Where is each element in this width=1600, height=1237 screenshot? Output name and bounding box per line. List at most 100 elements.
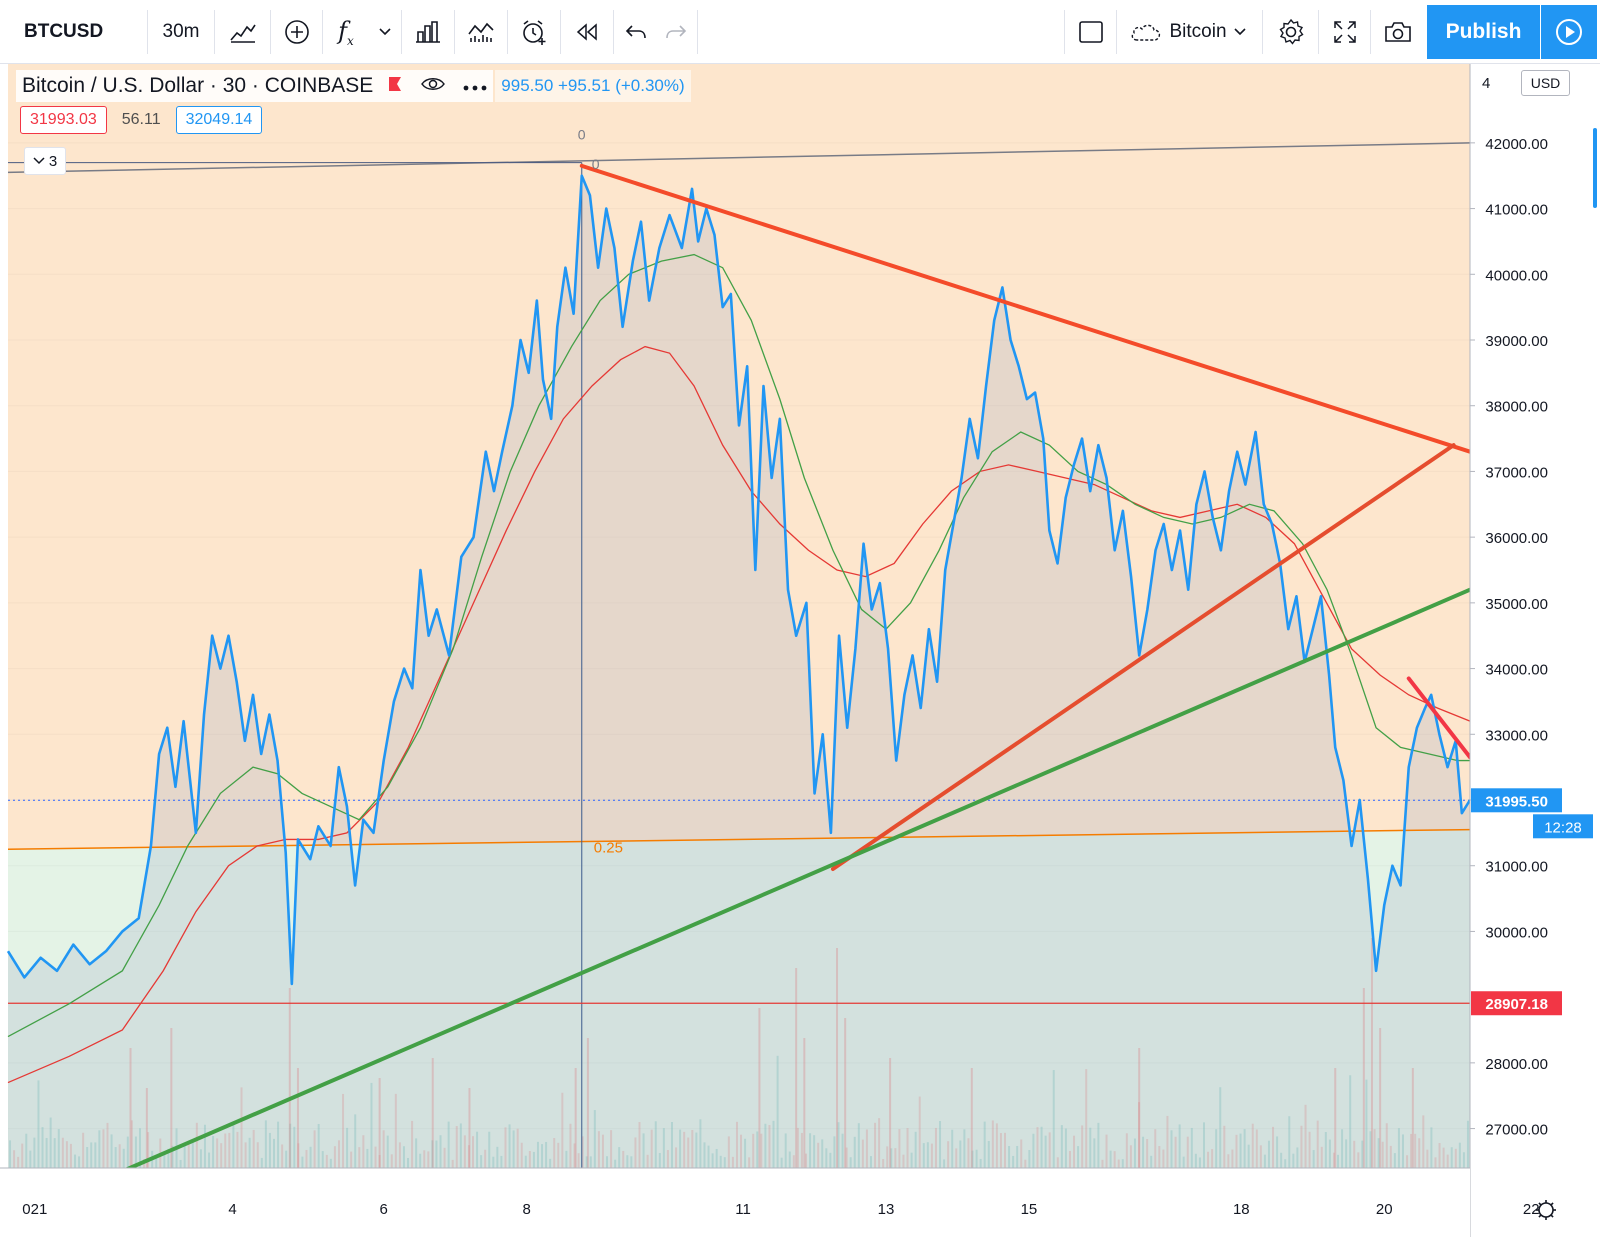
volume-bar (841, 1133, 844, 1168)
chevron-down-icon (379, 28, 391, 36)
volume-bar (1454, 1148, 1457, 1168)
volume-bar (983, 1121, 986, 1168)
chevron-down-icon (1233, 28, 1246, 36)
currency-button[interactable]: USD (1521, 70, 1570, 96)
volume-bar (1308, 1131, 1311, 1168)
time-scale-bg (0, 1168, 1470, 1237)
volume-bar (29, 1150, 32, 1168)
volume-bar (975, 1149, 978, 1168)
volume-bar (752, 1133, 755, 1168)
volume-bar (1422, 1115, 1425, 1168)
settings-button[interactable] (1264, 0, 1318, 64)
y-tick-label: 37000.00 (1485, 464, 1548, 481)
volume-bar (199, 1149, 202, 1168)
strategy-chart-icon (468, 22, 494, 42)
flag-icon[interactable] (387, 74, 403, 98)
fib-label-0: 0 (578, 127, 586, 143)
financials-button[interactable] (403, 0, 453, 64)
volume-bar (1401, 1134, 1404, 1168)
strategy-button[interactable] (456, 0, 506, 64)
volume-bar (1182, 1156, 1185, 1168)
volume-bar (484, 1149, 487, 1168)
volume-bar (220, 1143, 223, 1168)
fullscreen-button[interactable] (1320, 0, 1370, 64)
legend-collapse-button[interactable]: 3 (24, 147, 66, 175)
indicator-values: 31993.03 56.11 32049.14 (20, 106, 263, 134)
play-button[interactable] (1541, 5, 1597, 59)
volume-bar (33, 1137, 36, 1168)
volume-bar (1170, 1130, 1173, 1168)
price-chart[interactable]: 000.2542000.0041000.0040000.0039000.0038… (0, 64, 1600, 1237)
volume-bar (809, 1133, 812, 1168)
volume-bar (296, 1068, 299, 1168)
eye-icon[interactable] (421, 74, 446, 98)
redo-icon (666, 25, 687, 39)
replay-button[interactable] (562, 0, 612, 64)
indicators-dropdown-button[interactable] (370, 0, 400, 64)
volume-bar (1280, 1152, 1283, 1168)
volume-bar (1190, 1127, 1193, 1168)
more-icon[interactable] (463, 74, 487, 98)
volume-bar (943, 1159, 946, 1168)
chart-style-button[interactable] (216, 0, 270, 64)
toolbar-separator (214, 10, 215, 54)
volume-bar (1146, 1139, 1149, 1168)
volume-bar (260, 1157, 263, 1168)
volume-bar (573, 1143, 576, 1168)
volume-bar (187, 1143, 190, 1168)
volume-bar (1334, 1068, 1337, 1168)
volume-bar (1133, 1138, 1136, 1168)
alarm-clock-icon (523, 20, 546, 45)
undo-button[interactable] (616, 0, 656, 64)
volume-bar (78, 1156, 81, 1168)
interval-button[interactable]: 30m (148, 0, 214, 64)
volume-bar (1377, 1138, 1380, 1168)
volume-bar (1381, 1141, 1384, 1168)
volume-bar (528, 1151, 531, 1168)
indicators-button[interactable]: fx (324, 0, 368, 64)
publish-button[interactable]: Publish (1427, 5, 1540, 59)
volume-bar (1332, 1152, 1335, 1168)
volume-bar (468, 1088, 471, 1168)
volume-bar (817, 1142, 820, 1168)
volume-bar (788, 1151, 791, 1168)
compare-button[interactable] (272, 0, 322, 64)
volume-bar (1462, 1152, 1465, 1168)
volume-bar (1410, 1133, 1413, 1168)
volume-bar (987, 1140, 990, 1168)
volume-bar (366, 1148, 369, 1168)
volume-bar (208, 1152, 211, 1168)
volume-bar (853, 1136, 856, 1168)
volume-bar (610, 1130, 613, 1168)
volume-bar (792, 1155, 795, 1168)
volume-bar (1227, 1154, 1230, 1168)
snapshot-button[interactable] (1372, 0, 1424, 64)
volume-bar (431, 1140, 434, 1168)
volume-bar (541, 1144, 544, 1168)
redo-button[interactable] (656, 0, 696, 64)
toolbar-separator (697, 10, 698, 54)
volume-bar (49, 1117, 52, 1168)
volume-bar (926, 1142, 929, 1168)
fib-label-025: 0.25 (594, 839, 623, 856)
camera-icon (1385, 22, 1411, 42)
layout-select-button[interactable] (1066, 0, 1116, 64)
volume-bar (1446, 1154, 1449, 1168)
toolbar-separator (1318, 10, 1319, 54)
volume-bar (959, 1140, 962, 1168)
saved-layout-button[interactable]: Bitcoin (1118, 0, 1258, 64)
alert-button[interactable] (509, 0, 559, 64)
volume-bar (857, 1123, 860, 1168)
volume-bar (795, 968, 798, 1168)
volume-bar (630, 1156, 633, 1168)
volume-bar (447, 1121, 450, 1168)
volume-bar (1068, 1150, 1071, 1168)
volume-bar (947, 1141, 950, 1168)
toolbar-separator (454, 10, 455, 54)
volume-bar (1337, 1154, 1340, 1168)
volume-bar (134, 1136, 137, 1168)
volume-bar (955, 1148, 958, 1168)
volume-bar (1142, 1136, 1145, 1168)
symbol-search-button[interactable]: BTCUSD (10, 0, 130, 64)
volume-bar (991, 1120, 994, 1168)
